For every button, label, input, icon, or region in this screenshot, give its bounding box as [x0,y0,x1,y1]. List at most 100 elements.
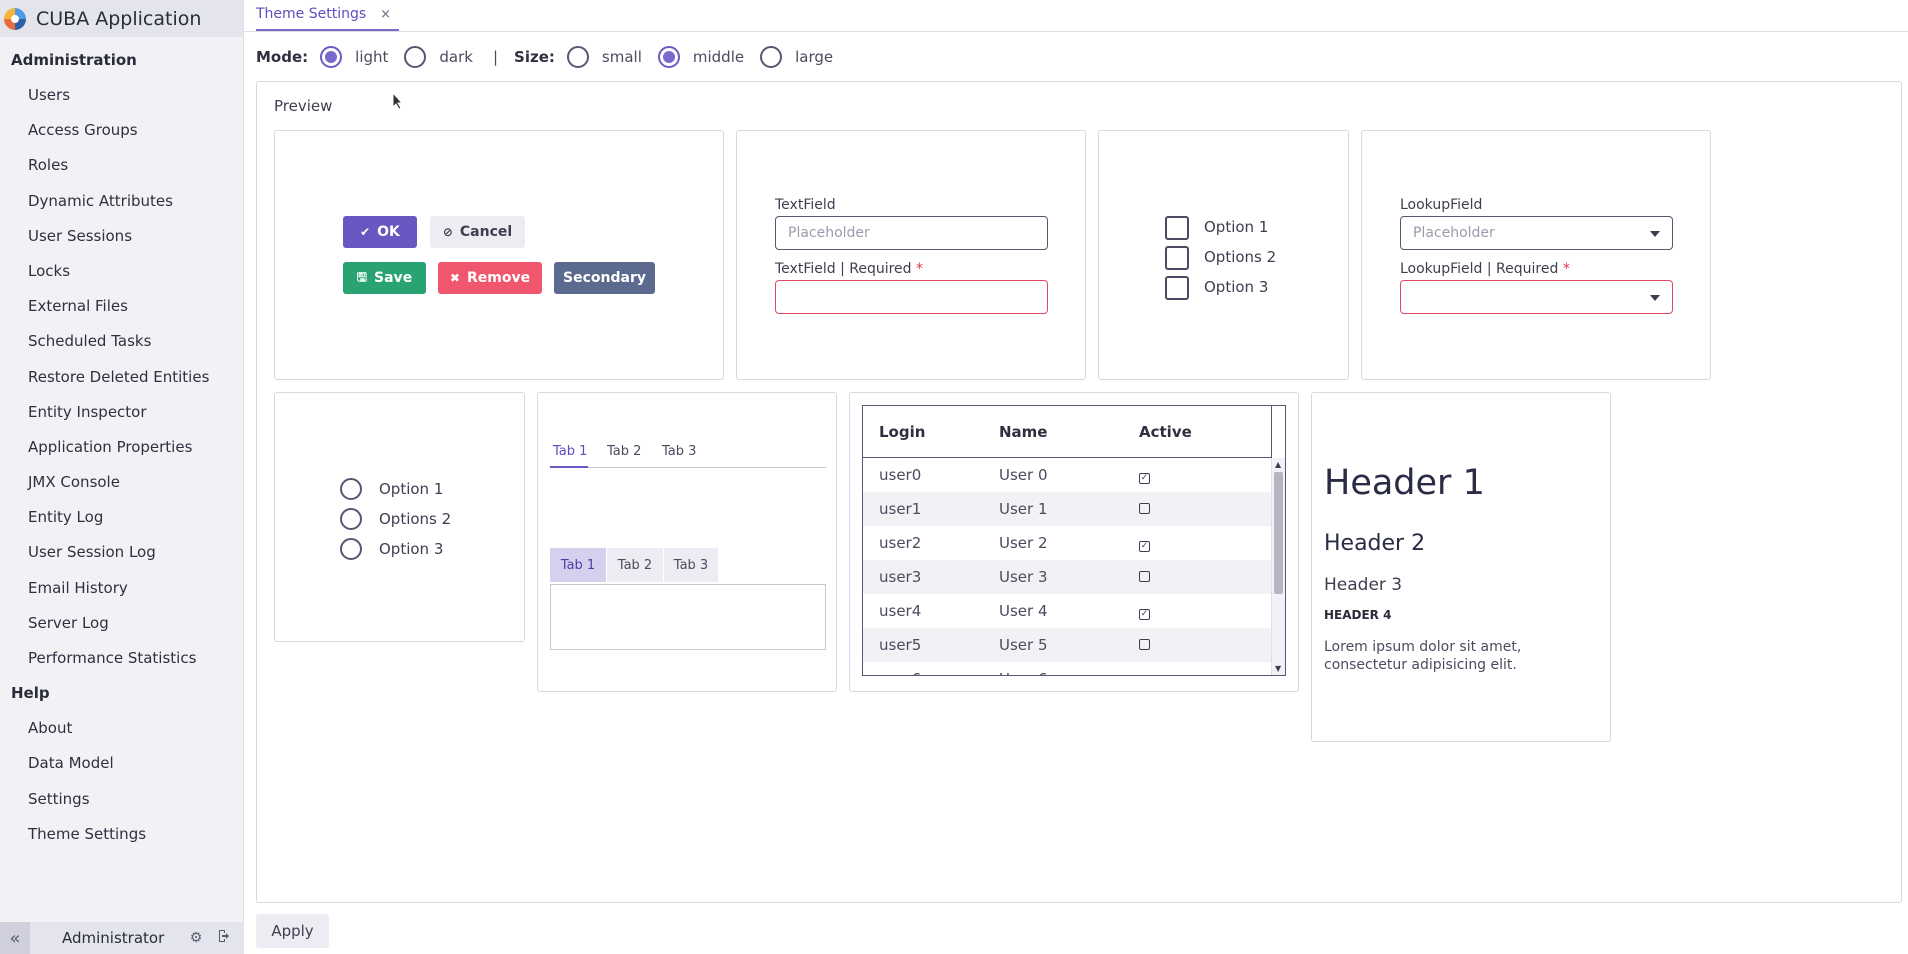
textfield-placeholder: Placeholder [788,225,870,241]
tab-bar: Theme Settings × [244,0,1908,32]
textfield-required-text: TextField | Required [775,261,912,277]
sidebar-item[interactable]: Scheduled Tasks [28,332,152,351]
table-row[interactable]: user0 User 0 ✓ [863,458,1272,492]
checkbox-option-2-label[interactable]: Options 2 [1204,248,1277,266]
admin-menu: Users Access Groups Roles Dynamic Attribute… [0,78,243,676]
theme-options-row: Mode: light dark | Size: small middle la… [256,44,849,70]
checked-checkbox-icon: ✓ [1139,473,1150,484]
scroll-down-icon[interactable]: ▼ [1275,664,1282,673]
users-table[interactable]: Login Name Active user0 User 0 ✓ user1 User … [862,405,1286,676]
textfield-input[interactable]: Placeholder [775,216,1048,250]
remove-button[interactable]: ✖ Remove [438,262,542,294]
line-tab-2[interactable]: Tab 2 [607,444,642,459]
sidebar-item[interactable]: Restore Deleted Entities [28,367,210,386]
checkbox-option-3-label[interactable]: Option 3 [1204,278,1269,296]
lookup-required-select[interactable] [1400,280,1673,314]
secondary-button[interactable]: Secondary [554,262,655,294]
table-row[interactable]: user1 User 1 [863,492,1272,526]
sidebar-item[interactable]: Roles [28,156,69,175]
checkbox-option-1-label[interactable]: Option 1 [1204,218,1269,236]
header-1: Header 1 [1324,463,1485,503]
dropdown-arrow-icon[interactable] [1650,295,1660,301]
table-row[interactable]: user6User 6✓ [863,662,1272,675]
radio-option-1-label[interactable]: Option 1 [379,480,444,498]
cancel-button[interactable]: ⊘ Cancel [430,216,525,248]
remove-button-label: Remove [466,270,531,286]
textfields-card: TextField Placeholder TextField | Requir… [736,130,1086,380]
table-row[interactable]: user4 User 4 ✓ [863,594,1272,628]
sidebar-item[interactable]: Data Model [28,754,114,773]
checkbox-option-2[interactable] [1165,246,1189,270]
sidebar-item[interactable]: About [28,719,73,738]
menu-section-administration[interactable]: Administration [11,51,137,69]
checkbox-option-1[interactable] [1165,216,1189,240]
sidebar-item[interactable]: Theme Settings [28,824,147,843]
table-scrollbar[interactable]: ▲ ▼ [1271,458,1285,675]
mode-light-radio[interactable] [320,46,343,68]
radio-option-2[interactable] [340,508,362,530]
table-row[interactable]: user3 User 3 [863,560,1272,594]
column-active-header[interactable]: Active [1139,422,1192,441]
close-icon[interactable]: × [380,6,392,22]
save-button[interactable]: 🖫 Save [343,262,426,294]
checkbox-option-3[interactable] [1165,276,1189,300]
lookup-select[interactable]: Placeholder [1400,216,1673,250]
box-tab-2[interactable]: Tab 2 [607,548,664,582]
sidebar-item[interactable]: Email History [28,578,128,597]
column-name-header[interactable]: Name [999,422,1048,441]
size-middle-radio[interactable] [657,46,680,68]
save-button-label: Save [374,270,413,286]
sidebar-item[interactable]: Application Properties [28,437,193,456]
radio-option-2-label[interactable]: Options 2 [379,510,452,528]
box-tab-3[interactable]: Tab 3 [664,548,719,582]
sidebar-item[interactable]: User Session Log [28,543,156,562]
ok-button[interactable]: ✔ OK [343,216,417,248]
mode-dark-radio[interactable] [404,46,427,68]
scroll-thumb[interactable] [1274,472,1283,594]
table-header-end [1271,406,1272,458]
size-large-radio[interactable] [760,46,783,68]
gear-icon[interactable]: ⚙ [189,930,203,946]
tab-theme-settings[interactable]: Theme Settings × [256,0,400,31]
line-tab-3[interactable]: Tab 3 [662,444,697,459]
box-tab-1[interactable]: Tab 1 [550,548,607,582]
sidebar-item[interactable]: JMX Console [28,473,120,492]
table-row[interactable]: user5 User 5 [863,628,1272,662]
size-small-label[interactable]: small [601,48,642,66]
column-login-header[interactable]: Login [879,422,926,441]
cell-name: User 3 [999,568,1048,586]
unchecked-checkbox-icon [1139,503,1150,514]
table-row[interactable]: user2 User 2 ✓ [863,526,1272,560]
sidebar-item[interactable]: Performance Statistics [28,649,197,667]
sidebar-item[interactable]: External Files [28,297,128,316]
header-2: Header 2 [1324,531,1426,556]
radio-option-3[interactable] [340,538,362,560]
sidebar-item[interactable]: Users [28,86,71,104]
sidebar-item[interactable]: Access Groups [28,121,138,140]
cell-active [1130,568,1150,586]
line-tab-1[interactable]: Tab 1 [553,444,588,459]
sidebar-item[interactable]: Locks [28,261,71,280]
user-name[interactable]: Administrator [62,929,165,947]
size-large-label[interactable]: large [795,48,834,66]
apply-button[interactable]: Apply [256,914,329,948]
mode-dark-label[interactable]: dark [439,48,473,66]
cell-name: User 2 [999,534,1048,552]
sidebar-item[interactable]: Dynamic Attributes [28,191,173,210]
sidebar-item[interactable]: User Sessions [28,226,133,245]
sidebar-item[interactable]: Entity Inspector [28,402,147,421]
dropdown-arrow-icon[interactable] [1650,231,1660,237]
mode-light-label[interactable]: light [355,48,389,66]
sidebar-item[interactable]: Server Log [28,613,109,632]
scroll-up-icon[interactable]: ▲ [1275,460,1282,469]
radio-option-1[interactable] [340,478,362,500]
size-middle-label[interactable]: middle [692,48,745,66]
sidebar-item[interactable]: Entity Log [28,508,104,527]
logout-icon[interactable] [210,929,238,947]
size-small-radio[interactable] [566,46,589,68]
textfield-required-input[interactable] [775,280,1048,314]
menu-section-help[interactable]: Help [11,684,50,703]
double-chevron-left-icon[interactable]: « [0,922,30,954]
sidebar-item[interactable]: Settings [28,789,90,808]
radio-option-3-label[interactable]: Option 3 [379,540,444,558]
